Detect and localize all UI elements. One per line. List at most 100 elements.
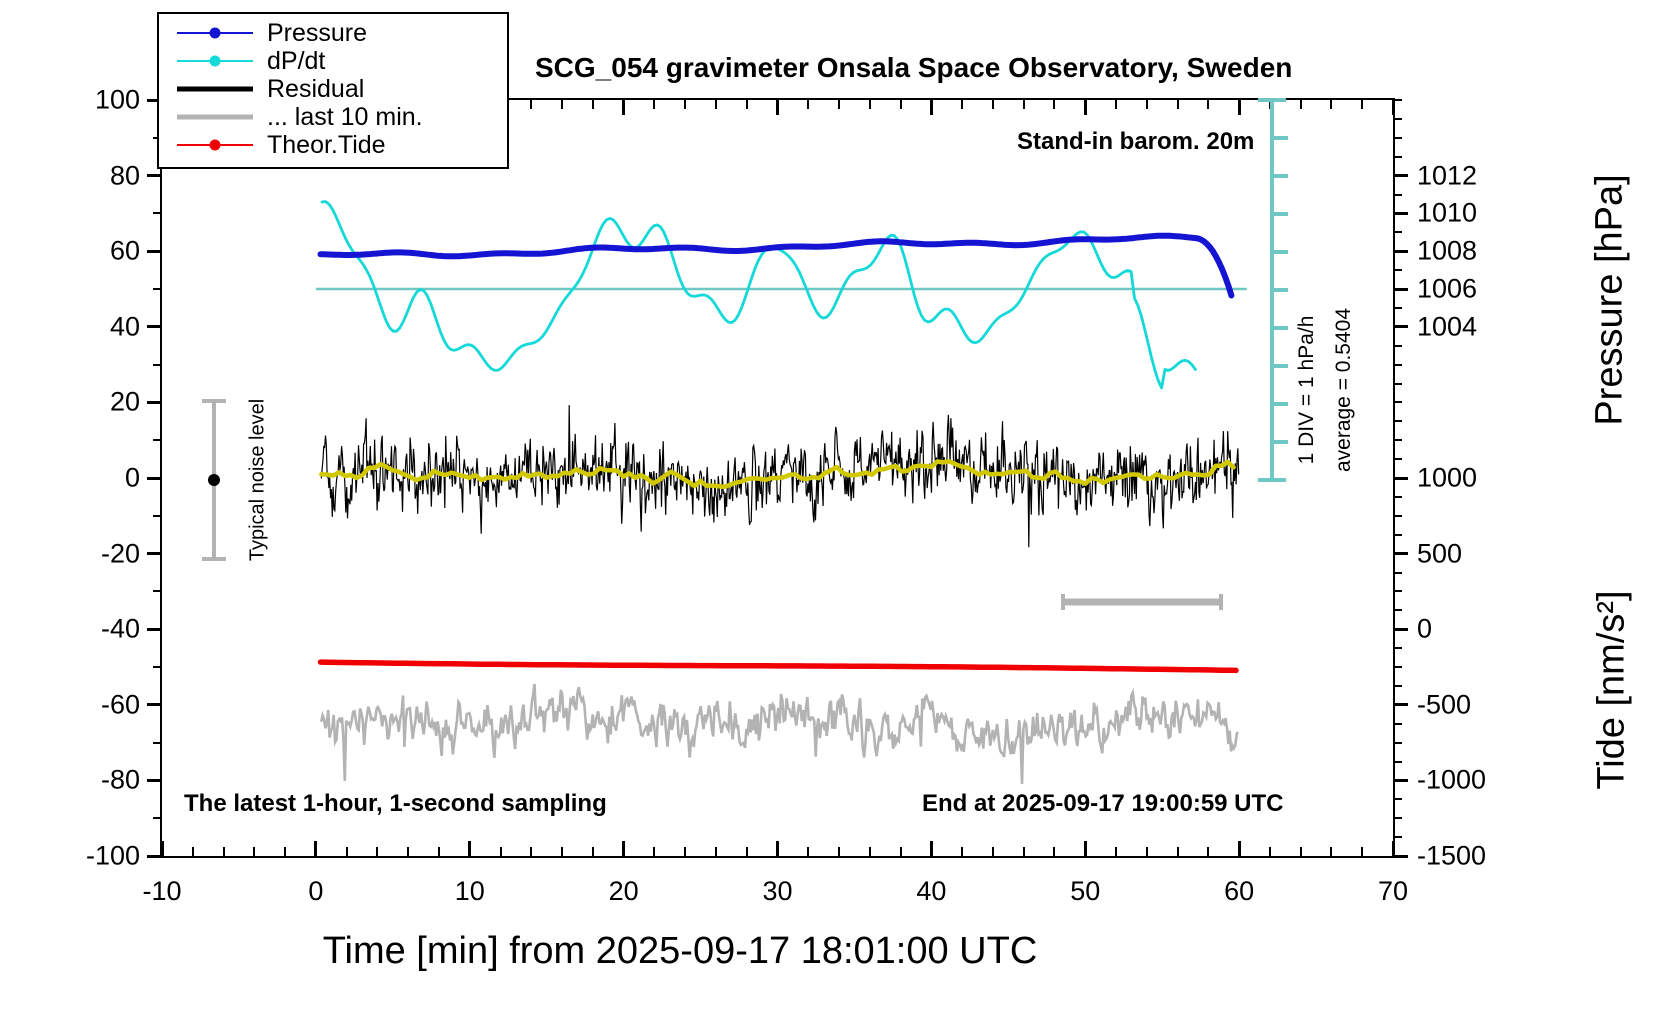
legend-swatch-icon <box>177 137 253 153</box>
x-tick-minor <box>868 847 871 856</box>
right-tick-minor <box>1393 760 1402 763</box>
tide-tick-label: -500 <box>1417 689 1472 720</box>
legend-item-label: ... last 10 min. <box>267 102 423 131</box>
dpdt-scale-bar <box>1258 98 1288 482</box>
pressure-tick-label: 1012 <box>1417 160 1478 191</box>
x-tick-minor <box>1330 847 1333 856</box>
right-tick-minor <box>1393 382 1402 385</box>
pressure-tick-major <box>1393 174 1408 178</box>
x-tick-minor-top <box>684 100 687 109</box>
y-tick-label: -80 <box>100 764 140 795</box>
legend-item-label: dP/dt <box>267 46 326 75</box>
legend-item-label: Pressure <box>267 18 368 47</box>
right-tick-minor <box>1393 571 1402 574</box>
legend-item-label: Residual <box>267 74 365 103</box>
x-tick-minor <box>561 847 564 856</box>
pressure-tick-major <box>1393 325 1408 329</box>
x-tick-major <box>314 841 318 856</box>
x-tick-minor-top <box>1115 100 1118 109</box>
x-tick-minor-top <box>561 100 564 109</box>
x-tick-major <box>1237 841 1241 856</box>
x-tick-minor <box>591 847 594 856</box>
x-tick-minor <box>253 847 256 856</box>
x-tick-minor <box>714 847 717 856</box>
y-tick-major <box>147 249 162 253</box>
y-tick-major <box>147 325 162 329</box>
right-tick-minor <box>1393 136 1402 139</box>
x-tick-major-top <box>776 100 779 115</box>
right-tick-minor <box>1393 836 1402 839</box>
right-tick-minor <box>1393 722 1402 725</box>
y-tick-label: 40 <box>109 311 140 342</box>
data-traces <box>315 200 1247 784</box>
x-tick-major-top <box>1083 100 1087 115</box>
last-10-min-span-bar <box>1061 594 1223 610</box>
right-tick-minor <box>1393 99 1402 101</box>
x-tick-major <box>929 841 933 856</box>
right-tick-minor <box>1393 684 1402 687</box>
legend-item-pressure[interactable]: Pressure <box>159 19 507 47</box>
right-tick-minor <box>1393 344 1402 347</box>
chart-title: SCG_054 gravimeter Onsala Space Observat… <box>535 52 1293 83</box>
x-tick-minor <box>838 847 841 856</box>
x-tick-minor <box>991 847 994 856</box>
x-tick-minor <box>437 847 440 856</box>
right-tick-minor <box>1393 590 1402 593</box>
x-tick-label: 20 <box>608 876 639 906</box>
x-tick-minor <box>1176 847 1179 856</box>
y-tick-label: 0 <box>124 462 140 493</box>
x-tick-major <box>1391 841 1395 856</box>
pressure-tick-label: 1008 <box>1417 235 1478 266</box>
x-tick-minor <box>1207 847 1210 856</box>
y-tick-label: 60 <box>109 235 140 266</box>
legend-item-residual[interactable]: Residual <box>159 75 507 103</box>
x-tick-label: 30 <box>762 876 793 906</box>
x-tick-minor-top <box>1053 100 1056 109</box>
tide-tick-label: 0 <box>1417 613 1433 644</box>
x-tick-minor <box>653 847 656 856</box>
right-tick-minor <box>1393 514 1402 517</box>
legend-item-dp-dt[interactable]: dP/dt <box>159 47 507 75</box>
x-tick-minor-top <box>807 100 810 109</box>
legend-item-last-10-min[interactable]: ... last 10 min. <box>159 103 507 131</box>
x-tick-minor <box>1022 847 1025 856</box>
pressure-tick-label: 1010 <box>1417 197 1478 228</box>
y-axis-label-tide: Tide [nm/s²] <box>1590 590 1633 790</box>
y-tick-major <box>147 400 162 404</box>
x-tick-minor-top <box>1361 100 1364 109</box>
x-tick-label: 10 <box>454 876 485 906</box>
x-tick-minor <box>1115 847 1118 856</box>
x-tick-major <box>468 841 472 856</box>
x-tick-major <box>1083 841 1087 856</box>
pressure-tick-major <box>1393 287 1408 291</box>
right-tick-minor <box>1393 155 1402 158</box>
x-tick-minor <box>961 847 964 856</box>
residual-trace <box>320 405 1240 548</box>
x-tick-minor-top <box>653 100 656 109</box>
x-tick-minor <box>345 847 348 856</box>
tide-tick-major <box>1393 854 1408 858</box>
x-tick-label: 60 <box>1224 876 1255 906</box>
x-tick-major-top <box>1391 100 1395 115</box>
right-tick-minor <box>1393 306 1402 309</box>
legend-swatch-icon <box>177 109 253 125</box>
y-tick-minor <box>153 288 162 290</box>
right-tick-minor <box>1393 741 1402 744</box>
y-tick-major <box>147 627 162 631</box>
x-tick-label: -10 <box>142 876 182 906</box>
x-tick-minor <box>684 847 687 856</box>
x-tick-minor <box>222 847 225 856</box>
x-tick-minor-top <box>1145 100 1148 109</box>
legend-item-theor-tide[interactable]: Theor.Tide <box>159 131 507 159</box>
x-tick-minor-top <box>1268 100 1271 109</box>
y-tick-major <box>147 778 162 782</box>
right-tick-minor <box>1393 495 1402 498</box>
tide-tick-major <box>1393 552 1408 556</box>
pressure-tick-major <box>1393 211 1408 215</box>
right-tick-minor <box>1393 420 1402 423</box>
x-tick-major <box>160 841 164 856</box>
pressure-tick-label: 1006 <box>1417 273 1478 304</box>
right-tick-minor <box>1393 439 1402 442</box>
y-tick-label: -20 <box>100 538 140 569</box>
x-tick-major <box>622 841 626 856</box>
